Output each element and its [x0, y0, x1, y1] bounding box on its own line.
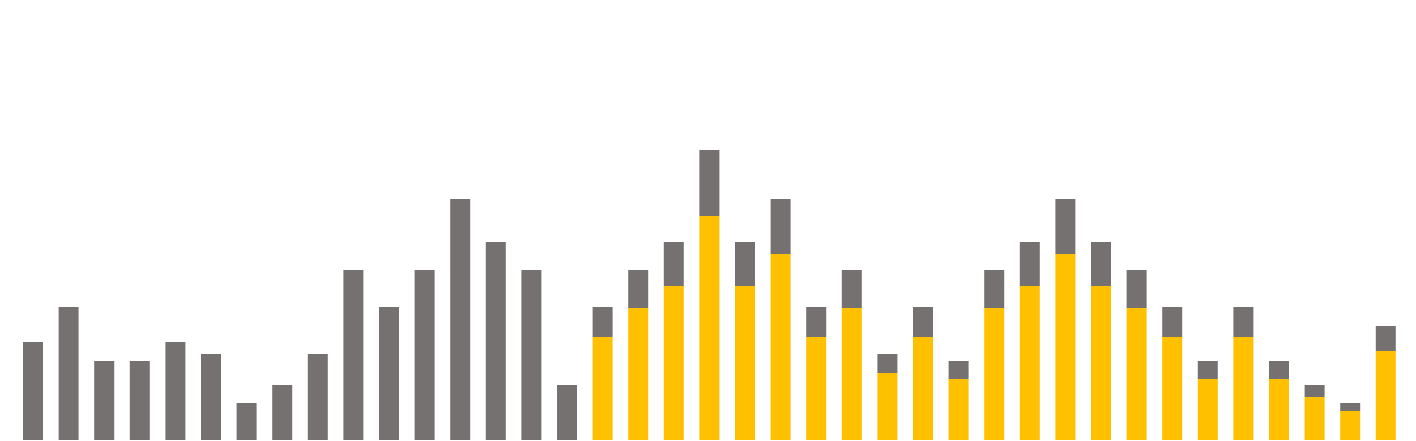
- bar-segment: [841, 270, 862, 308]
- bar-segment: [913, 307, 933, 337]
- bar-segment: [1269, 361, 1289, 379]
- bar-segment: [1091, 286, 1111, 440]
- bar-segment: [201, 354, 221, 440]
- bar-segment: [236, 403, 257, 440]
- bar-segment: [663, 286, 684, 440]
- bar-segment: [1126, 308, 1147, 440]
- bar-segment: [307, 354, 328, 440]
- bar-segment: [1375, 326, 1396, 351]
- bar-segment: [1233, 307, 1254, 337]
- bar-segment: [877, 373, 898, 440]
- bar-segment: [1233, 337, 1254, 440]
- bar-segment: [948, 361, 969, 379]
- bar-segment: [913, 337, 933, 440]
- bar-segment: [628, 270, 649, 308]
- bar-segment: [1269, 379, 1289, 440]
- bar-segment: [841, 308, 862, 440]
- bar-segment: [557, 385, 577, 440]
- bar-segment: [984, 270, 1005, 308]
- bar-segment: [58, 307, 79, 440]
- bar-segment: [699, 216, 720, 440]
- bar-segment: [1340, 403, 1361, 411]
- bar-segment: [1304, 397, 1325, 440]
- bar-segment: [450, 199, 471, 440]
- bar-segment: [1162, 307, 1183, 337]
- bar-segment: [414, 270, 435, 440]
- bar-segment: [948, 379, 969, 440]
- bar-segment: [1340, 411, 1361, 440]
- bar-segment: [1304, 385, 1325, 397]
- bar-segment: [592, 307, 613, 337]
- bar-segment: [94, 361, 115, 440]
- bar-segment: [1162, 337, 1183, 440]
- bar-segment: [735, 242, 755, 286]
- bar-segment: [1019, 242, 1040, 286]
- bar-segment: [1375, 351, 1396, 440]
- bar-segment: [485, 242, 506, 440]
- bar-segment: [165, 342, 186, 440]
- bar-segment: [521, 270, 542, 440]
- bar-segment: [984, 308, 1005, 440]
- bar-segment: [23, 342, 43, 440]
- bar-segment: [735, 286, 755, 440]
- bar-segment: [806, 337, 827, 440]
- bar-segment: [1019, 286, 1040, 440]
- bar-segment: [379, 307, 399, 440]
- bar-segment: [628, 308, 649, 440]
- bar-segment: [592, 337, 613, 440]
- bar-segment: [1197, 361, 1218, 379]
- bar-segment: [1126, 270, 1147, 308]
- bar-segment: [1055, 254, 1076, 440]
- bar-segment: [1055, 199, 1076, 254]
- bar-segment: [129, 361, 150, 440]
- bar-segment: [770, 254, 791, 440]
- bar-segment: [770, 199, 791, 254]
- bar-segment: [806, 307, 827, 337]
- bar-segment: [877, 354, 898, 373]
- bar-segment: [1091, 242, 1111, 286]
- bar-segment: [699, 150, 720, 216]
- bar-segment: [343, 270, 364, 440]
- bar-segment: [663, 242, 684, 286]
- bar-segment: [272, 385, 293, 440]
- bar-segment: [1197, 379, 1218, 440]
